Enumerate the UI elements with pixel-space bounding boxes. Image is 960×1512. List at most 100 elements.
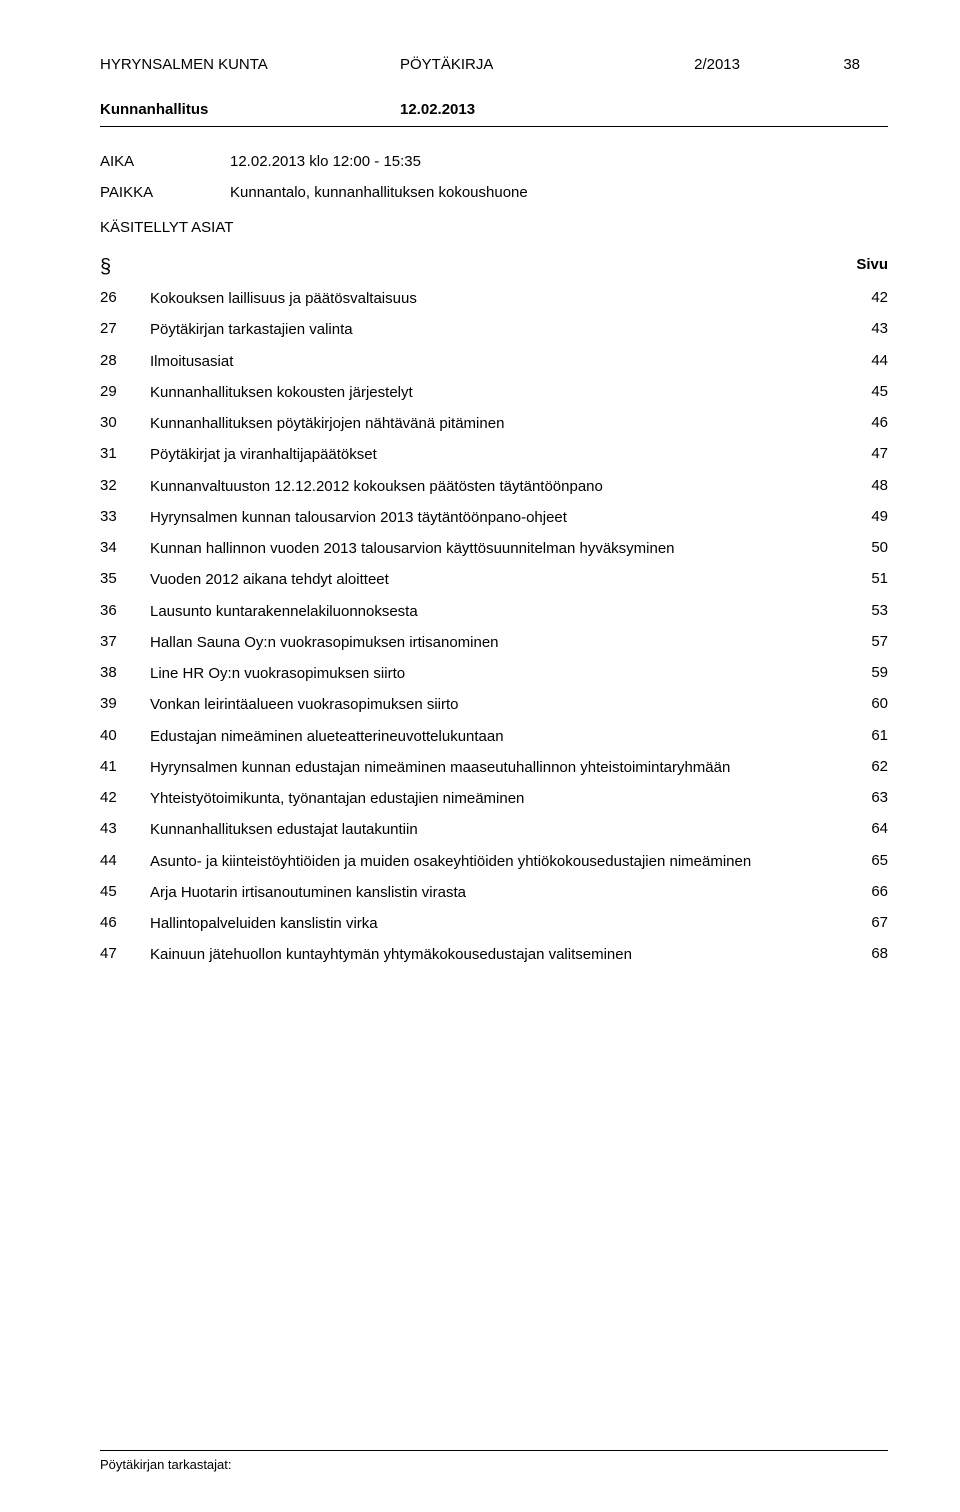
section-title: KÄSITELLYT ASIAT xyxy=(100,219,888,236)
doc-number: 2/2013 xyxy=(640,56,740,73)
time-label: AIKA xyxy=(100,153,230,170)
toc-row: 43Kunnanhallituksen edustajat lautakunti… xyxy=(100,820,888,840)
toc-row: 40Edustajan nimeäminen alueteatterineuvo… xyxy=(100,727,888,747)
toc-item-title: Kunnan hallinnon vuoden 2013 talousarvio… xyxy=(150,539,828,559)
toc-item-page: 63 xyxy=(828,789,888,806)
toc-item-number: 40 xyxy=(100,727,150,744)
toc-item-number: 28 xyxy=(100,352,150,369)
toc-row: 27Pöytäkirjan tarkastajien valinta43 xyxy=(100,320,888,340)
committee-row: Kunnanhallitus 12.02.2013 xyxy=(100,101,888,118)
toc-item-page: 50 xyxy=(828,539,888,556)
doc-type: PÖYTÄKIRJA xyxy=(400,56,640,73)
toc-row: 38Line HR Oy:n vuokrasopimuksen siirto59 xyxy=(100,664,888,684)
toc-item-number: 44 xyxy=(100,852,150,869)
toc-item-title: Kunnanhallituksen edustajat lautakuntiin xyxy=(150,820,828,840)
toc-item-number: 38 xyxy=(100,664,150,681)
toc-item-title: Kunnanvaltuuston 12.12.2012 kokouksen pä… xyxy=(150,477,828,497)
toc-item-page: 65 xyxy=(828,852,888,869)
toc-item-title: Asunto- ja kiinteistöyhtiöiden ja muiden… xyxy=(150,852,828,872)
toc-item-title: Hallan Sauna Oy:n vuokrasopimuksen irtis… xyxy=(150,633,828,653)
toc-item-page: 62 xyxy=(828,758,888,775)
toc-item-title: Hallintopalveluiden kanslistin virka xyxy=(150,914,828,934)
toc-item-page: 66 xyxy=(828,883,888,900)
toc-item-page: 67 xyxy=(828,914,888,931)
toc-item-page: 53 xyxy=(828,602,888,619)
toc-row: 30Kunnanhallituksen pöytäkirjojen nähtäv… xyxy=(100,414,888,434)
toc-item-title: Vonkan leirintäalueen vuokrasopimuksen s… xyxy=(150,695,828,715)
toc-item-page: 48 xyxy=(828,477,888,494)
meeting-place-row: PAIKKA Kunnantalo, kunnanhallituksen kok… xyxy=(100,184,888,201)
footer-text: Pöytäkirjan tarkastajat: xyxy=(100,1457,888,1472)
toc-row: 47Kainuun jätehuollon kuntayhtymän yhtym… xyxy=(100,945,888,965)
org-name: HYRYNSALMEN KUNTA xyxy=(100,56,400,73)
toc-header-page: Sivu xyxy=(828,256,888,279)
toc-item-title: Vuoden 2012 aikana tehdyt aloitteet xyxy=(150,570,828,590)
committee-date: 12.02.2013 xyxy=(400,101,600,118)
toc-item-title: Arja Huotarin irtisanoutuminen kanslisti… xyxy=(150,883,828,903)
toc-item-number: 32 xyxy=(100,477,150,494)
toc-row: 34Kunnan hallinnon vuoden 2013 talousarv… xyxy=(100,539,888,559)
toc-item-title: Kainuun jätehuollon kuntayhtymän yhtymäk… xyxy=(150,945,828,965)
toc-row: 28Ilmoitusasiat44 xyxy=(100,352,888,372)
toc-item-title: Kunnanhallituksen pöytäkirjojen nähtävän… xyxy=(150,414,828,434)
toc-row: 33Hyrynsalmen kunnan talousarvion 2013 t… xyxy=(100,508,888,528)
toc-item-number: 47 xyxy=(100,945,150,962)
toc-item-number: 26 xyxy=(100,289,150,306)
divider xyxy=(100,126,888,127)
toc-item-page: 59 xyxy=(828,664,888,681)
toc-item-title: Hyrynsalmen kunnan talousarvion 2013 täy… xyxy=(150,508,828,528)
footer-divider xyxy=(100,1450,888,1451)
toc-item-page: 51 xyxy=(828,570,888,587)
toc-item-number: 27 xyxy=(100,320,150,337)
toc-item-page: 68 xyxy=(828,945,888,962)
toc-item-number: 33 xyxy=(100,508,150,525)
committee-name: Kunnanhallitus xyxy=(100,101,400,118)
toc-item-number: 31 xyxy=(100,445,150,462)
toc-row: 42Yhteistyötoimikunta, työnantajan edust… xyxy=(100,789,888,809)
toc-item-page: 44 xyxy=(828,352,888,369)
toc-item-page: 57 xyxy=(828,633,888,650)
toc-item-number: 34 xyxy=(100,539,150,556)
toc-item-page: 46 xyxy=(828,414,888,431)
toc-item-title: Ilmoitusasiat xyxy=(150,352,828,372)
toc-header-title xyxy=(150,256,828,279)
toc-row: 46Hallintopalveluiden kanslistin virka67 xyxy=(100,914,888,934)
toc-row: 44Asunto- ja kiinteistöyhtiöiden ja muid… xyxy=(100,852,888,872)
toc-row: 35Vuoden 2012 aikana tehdyt aloitteet51 xyxy=(100,570,888,590)
toc-item-page: 42 xyxy=(828,289,888,306)
toc-item-number: 46 xyxy=(100,914,150,931)
toc-item-number: 37 xyxy=(100,633,150,650)
toc-item-title: Pöytäkirjat ja viranhaltijapäätökset xyxy=(150,445,828,465)
toc-item-title: Lausunto kuntarakennelakiluonnoksesta xyxy=(150,602,828,622)
place-value: Kunnantalo, kunnanhallituksen kokoushuon… xyxy=(230,184,528,201)
toc-item-title: Kunnanhallituksen kokousten järjestelyt xyxy=(150,383,828,403)
toc-item-title: Edustajan nimeäminen alueteatterineuvott… xyxy=(150,727,828,747)
toc-row: 45Arja Huotarin irtisanoutuminen kanslis… xyxy=(100,883,888,903)
toc-item-page: 61 xyxy=(828,727,888,744)
toc-row: 29Kunnanhallituksen kokousten järjestely… xyxy=(100,383,888,403)
toc-item-number: 29 xyxy=(100,383,150,400)
toc-item-number: 36 xyxy=(100,602,150,619)
toc-item-page: 47 xyxy=(828,445,888,462)
toc-item-number: 35 xyxy=(100,570,150,587)
meeting-time-row: AIKA 12.02.2013 klo 12:00 - 15:35 xyxy=(100,153,888,170)
toc-row: 41Hyrynsalmen kunnan edustajan nimeämine… xyxy=(100,758,888,778)
toc-row: 37Hallan Sauna Oy:n vuokrasopimuksen irt… xyxy=(100,633,888,653)
toc-item-title: Line HR Oy:n vuokrasopimuksen siirto xyxy=(150,664,828,684)
toc-header: § Sivu xyxy=(100,256,888,279)
toc: § Sivu 26Kokouksen laillisuus ja päätösv… xyxy=(100,256,888,966)
time-value: 12.02.2013 klo 12:00 - 15:35 xyxy=(230,153,421,170)
toc-item-number: 41 xyxy=(100,758,150,775)
toc-row: 26Kokouksen laillisuus ja päätösvaltaisu… xyxy=(100,289,888,309)
page-header: HYRYNSALMEN KUNTA PÖYTÄKIRJA 2/2013 38 xyxy=(100,56,888,73)
toc-row: 32Kunnanvaltuuston 12.12.2012 kokouksen … xyxy=(100,477,888,497)
toc-row: 36Lausunto kuntarakennelakiluonnoksesta5… xyxy=(100,602,888,622)
page-number: 38 xyxy=(740,56,860,73)
page-footer: Pöytäkirjan tarkastajat: xyxy=(100,1450,888,1472)
toc-item-title: Pöytäkirjan tarkastajien valinta xyxy=(150,320,828,340)
toc-item-number: 42 xyxy=(100,789,150,806)
toc-row: 39Vonkan leirintäalueen vuokrasopimuksen… xyxy=(100,695,888,715)
toc-item-number: 45 xyxy=(100,883,150,900)
toc-item-page: 45 xyxy=(828,383,888,400)
toc-item-page: 60 xyxy=(828,695,888,712)
